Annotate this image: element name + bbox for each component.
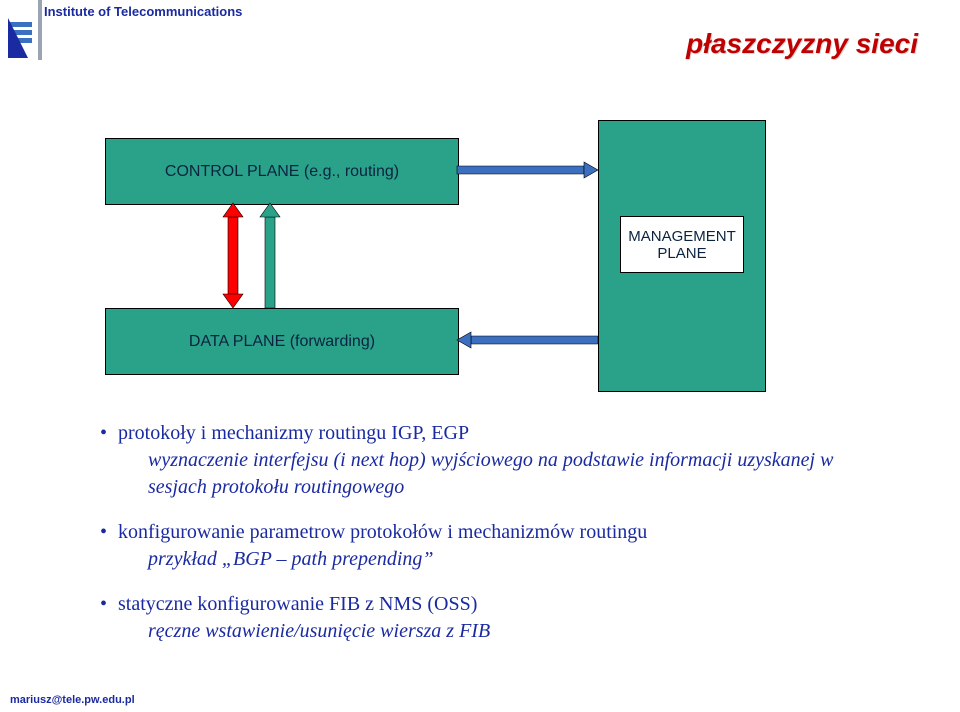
bullet-sub-text: wyznaczenie interfejsu (i next hop) wyjś… (148, 447, 880, 501)
bullet-text: konfigurowanie parametrow protokołów i m… (118, 521, 647, 543)
bullet-sub-text: ręczne wstawienie/usunięcie wiersza z FI… (148, 618, 880, 645)
bullet-item: protokoły i mechanizmy routingu IGP, EGP… (100, 420, 880, 501)
bullet-list: protokoły i mechanizmy routingu IGP, EGP… (100, 420, 880, 663)
footer-email: mariusz@tele.pw.edu.pl (10, 694, 135, 706)
institute-label: Institute of Telecommunications (44, 4, 242, 19)
bullet-sub-text: przykład „BGP – path prepending” (148, 546, 880, 573)
bullet-text: protokoły i mechanizmy routingu IGP, EGP (118, 422, 469, 444)
slide-title: płaszczyzny sieci (686, 28, 918, 60)
data-plane-box: DATA PLANE (forwarding) (105, 308, 459, 375)
management-plane-box: MANAGEMENT PLANE (620, 216, 744, 273)
bullet-item: statyczne konfigurowanie FIB z NMS (OSS)… (100, 591, 880, 645)
bullet-text: statyczne konfigurowanie FIB z NMS (OSS) (118, 593, 477, 615)
bullet-item: konfigurowanie parametrow protokołów i m… (100, 519, 880, 573)
control-plane-box: CONTROL PLANE (e.g., routing) (105, 138, 459, 205)
institute-logo-icon (8, 18, 42, 58)
